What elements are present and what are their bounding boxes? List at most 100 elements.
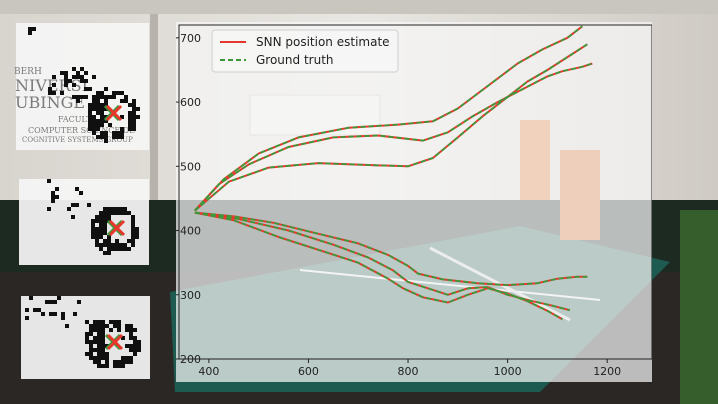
ground-truth-trajectory-1 — [194, 62, 593, 212]
event-pixel — [72, 67, 76, 71]
event-pixel — [96, 135, 100, 139]
x-tick-label-1000: 1000 — [494, 365, 522, 378]
event-pixel — [96, 119, 100, 123]
event-pixel — [103, 251, 107, 255]
event-pixel — [112, 131, 116, 135]
event-pixel — [88, 115, 92, 119]
event-pixel — [97, 336, 101, 340]
event-pixel — [97, 320, 101, 324]
event-pixel — [123, 211, 127, 215]
event-pixel — [117, 364, 121, 368]
event-pixel — [68, 79, 72, 83]
event-pixel — [93, 324, 97, 328]
event-pixel — [88, 107, 92, 111]
event-pixel — [49, 312, 53, 316]
series-ground-truth — [194, 25, 593, 320]
snn-estimate-marker — [108, 219, 126, 237]
event-pixel — [100, 103, 104, 107]
event-pixel — [33, 308, 37, 312]
event-pixel — [91, 223, 95, 227]
event-pixel — [92, 115, 96, 119]
event-pixel — [125, 324, 129, 328]
event-pixel — [64, 71, 68, 75]
snn-estimate-marker — [105, 104, 123, 122]
event-frame-1: BERH NIVERSI UBINGE FACULT COMPUTER SCIE… — [14, 23, 149, 150]
event-pixel — [100, 123, 104, 127]
event-pixel — [127, 247, 131, 251]
event-pixel — [76, 71, 80, 75]
event-pixel — [97, 344, 101, 348]
event-pixel — [92, 123, 96, 127]
event-pixel — [132, 119, 136, 123]
event-pixel — [100, 111, 104, 115]
event-pixel — [80, 95, 84, 99]
ground-truth-trajectory-3 — [194, 43, 588, 212]
event-pixel — [104, 95, 108, 99]
event-pixel — [93, 360, 97, 364]
event-pixel — [99, 231, 103, 235]
event-pixel — [131, 231, 135, 235]
event-pixel — [80, 79, 84, 83]
event-pixel — [133, 340, 137, 344]
event-pixel — [135, 227, 139, 231]
event-pixel — [128, 127, 132, 131]
event-pixel — [131, 215, 135, 219]
event-pixel — [99, 227, 103, 231]
y-tick-label-200: 200 — [180, 353, 201, 366]
event-pixel — [135, 231, 139, 235]
barrier-edge — [680, 210, 718, 404]
event-pixel — [95, 227, 99, 231]
event-pixel — [101, 348, 105, 352]
event-pixel — [84, 95, 88, 99]
event-pixel — [101, 332, 105, 336]
event-pixel — [107, 247, 111, 251]
event-pixel — [103, 215, 107, 219]
event-pixel — [97, 332, 101, 336]
event-pixel — [37, 308, 41, 312]
event-pixel — [101, 344, 105, 348]
event-pixel — [84, 87, 88, 91]
event-pixel — [85, 336, 89, 340]
event-pixel — [76, 95, 80, 99]
event-pixel — [124, 95, 128, 99]
event-pixel — [128, 111, 132, 115]
event-pixel — [120, 99, 124, 103]
event-pixel — [101, 352, 105, 356]
event-pixel — [121, 336, 125, 340]
event-pixel — [51, 195, 55, 199]
event-pixel — [120, 127, 124, 131]
event-pixel — [111, 211, 115, 215]
event-pixel — [89, 332, 93, 336]
event-pixel — [103, 231, 107, 235]
event-pixel — [120, 91, 124, 95]
event-pixel — [100, 107, 104, 111]
event-pixel — [52, 91, 56, 95]
event-pixel — [41, 312, 45, 316]
event-pixel — [120, 115, 124, 119]
event-pixel — [119, 211, 123, 215]
event-pixel — [100, 119, 104, 123]
event-pixel — [132, 127, 136, 131]
event-pixel — [55, 195, 59, 199]
event-pixel — [127, 211, 131, 215]
event-pixel — [64, 75, 68, 79]
event-pixel — [105, 356, 109, 360]
event-pixel — [132, 123, 136, 127]
event-pixel — [131, 227, 135, 231]
x-tick-label-400: 400 — [198, 365, 219, 378]
event-pixel — [123, 243, 127, 247]
event-pixel — [80, 67, 84, 71]
event-pixel — [120, 131, 124, 135]
event-pixel — [97, 352, 101, 356]
event-pixel — [61, 312, 65, 316]
event-pixel — [51, 199, 55, 203]
event-pixel — [113, 324, 117, 328]
series-layer — [194, 25, 593, 321]
event-pixel — [119, 247, 123, 251]
ceiling-edge — [0, 0, 718, 14]
event-pixel — [92, 131, 96, 135]
event-pixel — [55, 187, 59, 191]
event-pixel — [72, 83, 76, 87]
event-pixel — [125, 360, 129, 364]
legend-label-ground-truth: Ground truth — [256, 53, 334, 67]
